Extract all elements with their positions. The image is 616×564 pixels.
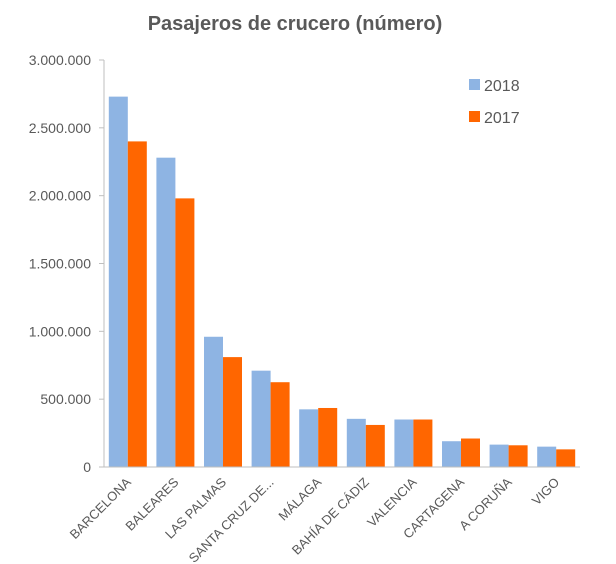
bar-2018 [251,370,271,467]
bar-2017 [365,424,385,467]
bar-2017 [127,141,147,467]
x-tick-label: SANTA CRUZ DE... [186,475,277,564]
y-tick-label: 2.500.000 [29,120,91,136]
x-tick-label: VIGO [529,475,563,509]
y-tick-label: 1.500.000 [29,256,91,272]
legend: 2018 2017 [469,78,520,127]
bar-2017 [318,407,338,467]
chart-title: Pasajeros de crucero (número) [148,13,443,35]
legend-label-2017: 2017 [484,110,520,127]
bar-2018 [489,444,509,467]
bar-2018 [394,419,414,467]
x-tick-label: MÁLAGA [275,474,324,523]
bar-2017 [270,382,290,467]
bars [108,96,576,467]
legend-swatch-2018 [469,79,480,90]
bar-2018 [156,157,176,467]
legend-label-2018: 2018 [484,78,520,95]
bar-2018 [108,96,128,467]
x-tick-label: BARCELONA [67,474,135,542]
bar-2018 [204,336,223,467]
y-tick-label: 2.000.000 [29,188,91,204]
bar-2017 [223,357,242,467]
bar-2017 [556,449,576,467]
y-tick-label: 0 [83,459,91,475]
y-tick-label: 3.000.000 [29,52,91,68]
bar-2017 [175,198,195,467]
bar-2017 [508,445,528,467]
y-tick-label: 1.000.000 [29,323,91,339]
bar-2017 [413,419,433,467]
bar-2018 [537,446,557,467]
bar-2018 [346,418,366,467]
legend-swatch-2017 [469,111,480,122]
bar-2017 [461,438,480,467]
bar-2018 [442,441,461,467]
y-tick-label: 500.000 [40,391,91,407]
bar-2018 [299,409,319,467]
y-axis: 0 500.000 1.000.000 1.500.000 2.000.000 2.500… [29,52,105,475]
